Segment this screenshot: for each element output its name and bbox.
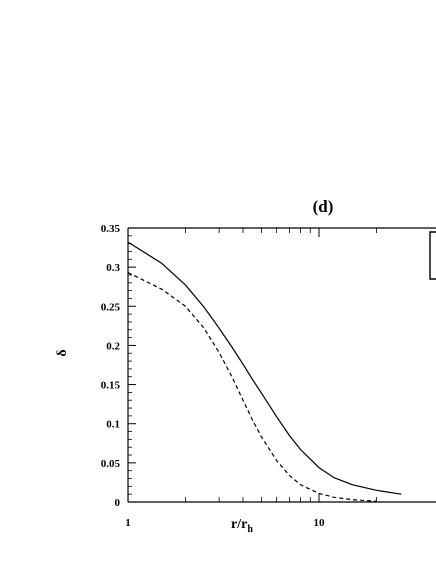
y-tick-label: 0 <box>115 497 121 509</box>
chart-title: (d) <box>313 197 334 216</box>
x-axis-label-main: r/r <box>231 517 247 532</box>
y-tick-label: 0.15 <box>101 380 121 392</box>
y-tick-label: 0.05 <box>101 458 121 470</box>
x-tick-label: 1 <box>125 517 131 529</box>
legend-box-edge <box>429 231 436 280</box>
series-layer <box>127 241 402 502</box>
y-tick-label: 0.35 <box>101 223 121 235</box>
legend-box <box>429 231 436 280</box>
y-tick-label: 0.3 <box>106 262 120 274</box>
x-axis-label: r/rh <box>231 517 253 535</box>
x-tick-label: 10 <box>314 517 326 529</box>
y-tick-label: 0.25 <box>101 301 121 313</box>
y-ticks: 0 0.05 0.1 0.15 0.2 0.25 0.3 0.35 <box>101 223 136 509</box>
x-ticks: 1 10 <box>125 228 377 529</box>
y-tick-label: 0.1 <box>106 419 120 431</box>
y-tick-label: 0.2 <box>106 340 120 352</box>
plot-frame <box>127 227 436 503</box>
series-line-dashed <box>127 272 377 502</box>
series-line-solid <box>127 241 402 495</box>
y-axis-label: δ <box>55 349 70 356</box>
x-axis-label-sub: h <box>247 524 253 535</box>
